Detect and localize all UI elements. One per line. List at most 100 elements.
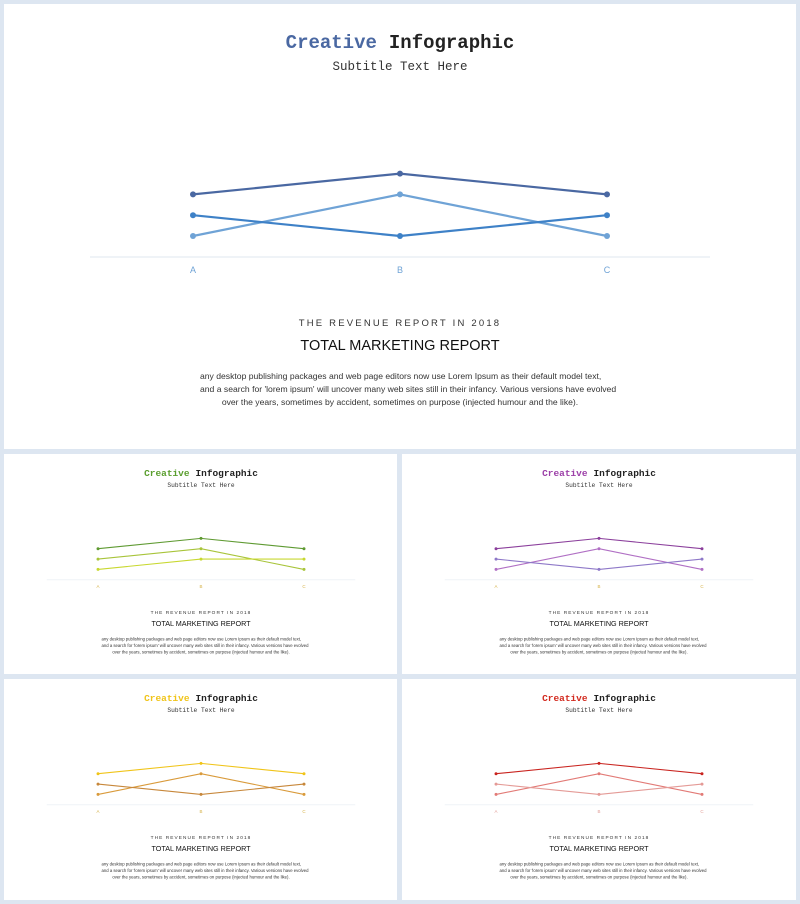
data-point-1-a [96, 772, 100, 776]
data-point-3-c [604, 212, 610, 219]
data-point-3-a [494, 557, 498, 561]
body-line: any desktop publishing packages and web … [101, 861, 302, 867]
body-line: and a search for 'lorem ipsum' will unco… [200, 384, 617, 394]
data-point-2-c [302, 792, 306, 796]
x-tick-label-c: C [700, 584, 704, 589]
series-line-3 [495, 783, 703, 795]
data-point-2-c [302, 567, 306, 571]
slide-orange: Creative Infographic Subtitle Text Here A… [4, 679, 397, 900]
data-point-1-c [302, 772, 306, 776]
series-line-1 [97, 762, 305, 775]
series-line-3 [97, 558, 304, 570]
data-point-2-c [700, 567, 704, 571]
x-tick-label-a: A [190, 265, 196, 275]
slide-content: Creative Infographic Subtitle Text Here A… [402, 454, 796, 674]
data-point-2-b [597, 547, 601, 551]
slide-subtitle: Subtitle Text Here [167, 481, 235, 489]
data-point-3-b [397, 233, 403, 239]
data-point-3-a [96, 782, 100, 786]
x-tick-label-c: C [302, 809, 306, 814]
report-title: TOTAL MARKETING REPORT [300, 338, 500, 354]
report-title: TOTAL MARKETING REPORT [549, 845, 649, 854]
x-tick-label-a: A [495, 809, 498, 814]
x-tick-label-b: B [598, 584, 601, 589]
slide-title: Creative Infographic [402, 468, 796, 479]
data-point-3-a [96, 567, 100, 571]
data-point-2-a [96, 792, 100, 796]
data-point-2-b [597, 772, 601, 776]
x-tick-label-b: B [397, 265, 403, 275]
body-text: any desktop publishing packages and web … [200, 370, 617, 409]
data-point-3-c [302, 557, 306, 561]
slide-purple: Creative Infographic Subtitle Text Here A… [402, 454, 796, 674]
series-line-2 [97, 773, 305, 795]
data-point-3-a [494, 782, 498, 786]
series-line-3 [97, 783, 305, 795]
body-line: over the years, sometimes by accident, s… [510, 649, 688, 655]
slide-subtitle: Subtitle Text Here [167, 706, 235, 714]
body-line: over the years, sometimes by accident, s… [112, 649, 290, 655]
line-chart: A B C [90, 170, 710, 275]
body-text: any desktop publishing packages and web … [101, 636, 309, 655]
series-line-2 [192, 193, 608, 238]
data-point-1-c [604, 191, 610, 198]
slide-content: Creative Infographic Subtitle Text Here A… [4, 454, 397, 674]
body-text: any desktop publishing packages and web … [500, 861, 707, 880]
data-point-2-c [604, 233, 610, 239]
x-tick-label-b: B [598, 809, 601, 814]
series-line-1 [97, 537, 305, 550]
report-title: TOTAL MARKETING REPORT [151, 845, 251, 854]
body-line: and a search for 'lorem ipsum' will unco… [499, 643, 707, 649]
data-point-1-b [597, 761, 601, 765]
series-line-1 [192, 172, 608, 196]
data-point-1-a [494, 547, 498, 551]
slide-content: Creative Infographic Subtitle Text Here A… [4, 4, 796, 449]
series-line-3 [192, 214, 608, 238]
title-rest: Infographic [195, 467, 258, 479]
slide-blue: Creative Infographic Subtitle Text Here A… [4, 4, 796, 449]
slide-title: Creative Infographic [4, 468, 397, 479]
body-line: and a search for 'lorem ipsum' will unco… [101, 868, 309, 874]
title-rest: Infographic [593, 692, 656, 704]
title-accent: Creative [285, 32, 377, 54]
slide-title: Creative Infographic [4, 693, 397, 704]
data-point-1-b [199, 536, 203, 540]
body-line: and a search for 'lorem ipsum' will unco… [101, 643, 309, 649]
line-chart: A B C [444, 536, 754, 589]
data-point-2-c [700, 792, 704, 796]
body-line: any desktop publishing packages and web … [499, 636, 700, 642]
title-accent: Creative [144, 467, 190, 479]
title-rest: Infographic [195, 692, 258, 704]
x-tick-label-b: B [200, 809, 203, 814]
data-point-1-a [190, 191, 196, 198]
data-point-2-b [199, 547, 203, 551]
data-point-3-c [302, 782, 306, 786]
data-point-3-a [190, 212, 196, 219]
data-point-3-c [700, 782, 704, 786]
series-line-3 [495, 558, 703, 570]
data-point-3-b [597, 567, 601, 571]
x-tick-label-a: A [495, 584, 498, 589]
body-line: over the years, sometimes by accident, s… [112, 874, 290, 880]
data-point-2-b [397, 191, 403, 198]
slide-subtitle: Subtitle Text Here [565, 706, 633, 714]
data-point-3-b [199, 557, 203, 561]
title-rest: Infographic [593, 467, 656, 479]
body-line: over the years, sometimes by accident, s… [510, 874, 688, 880]
slide-subtitle: Subtitle Text Here [332, 60, 468, 74]
data-point-2-b [199, 772, 203, 776]
slide-content: Creative Infographic Subtitle Text Here A… [402, 679, 796, 900]
report-label: THE REVENUE REPORT IN 2018 [150, 610, 252, 616]
series-line-1 [495, 762, 703, 775]
title-accent: Creative [542, 692, 588, 704]
data-point-1-b [597, 536, 601, 540]
slide-subtitle: Subtitle Text Here [565, 481, 633, 489]
report-label: THE REVENUE REPORT IN 2018 [298, 318, 502, 329]
body-text: any desktop publishing packages and web … [499, 636, 707, 655]
data-point-3-b [597, 792, 601, 796]
slide-red: Creative Infographic Subtitle Text Here A… [402, 679, 796, 900]
data-point-2-a [494, 567, 498, 571]
data-point-1-b [397, 170, 403, 177]
report-label: THE REVENUE REPORT IN 2018 [150, 835, 252, 841]
data-point-2-a [494, 792, 498, 796]
